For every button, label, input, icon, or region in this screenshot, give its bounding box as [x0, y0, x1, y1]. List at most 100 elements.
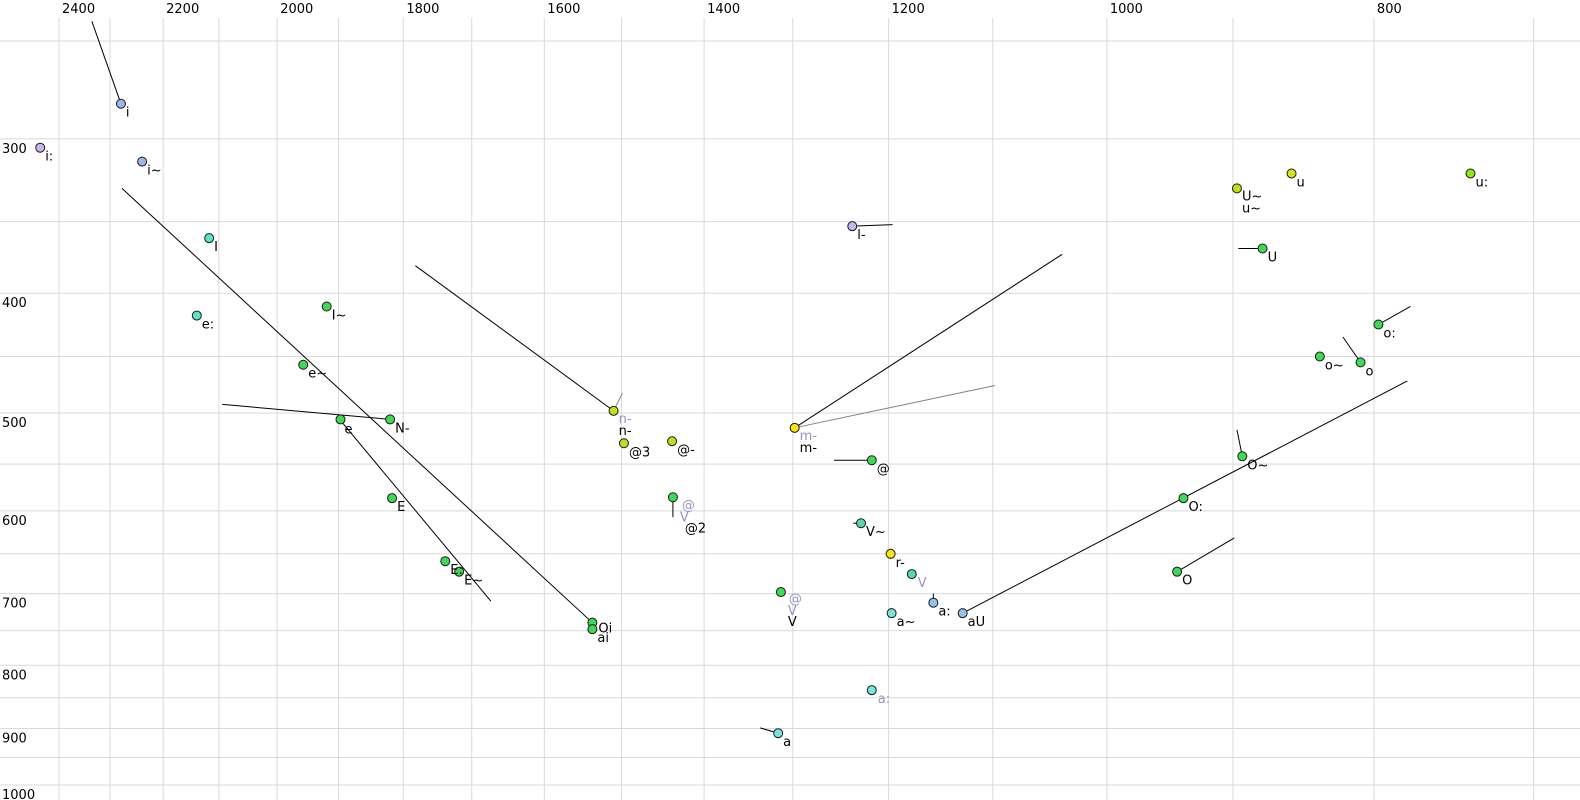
y-tick-900: 900 — [2, 731, 27, 746]
segment-n-line — [415, 265, 614, 412]
label-V: V — [918, 576, 927, 591]
label-@: @ — [682, 498, 695, 513]
point-@[interactable] — [866, 455, 877, 466]
x-tick-2400: 2400 — [62, 2, 95, 17]
x-tick-1600: 1600 — [547, 2, 580, 17]
label-O: O — [1182, 574, 1192, 589]
label-o~: o~ — [1325, 358, 1344, 373]
label-u:: u: — [1475, 175, 1488, 190]
label-V-2: V — [788, 615, 797, 630]
point-E[interactable] — [387, 493, 398, 504]
y-tick-500: 500 — [2, 416, 27, 431]
point-o[interactable] — [1355, 357, 1366, 368]
point-a:[interactable] — [866, 685, 877, 696]
y-tick-800: 800 — [2, 668, 27, 683]
segment-o-tail — [1342, 336, 1361, 363]
label-n--1: n- — [619, 424, 632, 439]
label-e:: e: — [202, 318, 214, 333]
point-V[interactable] — [906, 569, 917, 580]
point-u[interactable] — [1286, 168, 1297, 179]
x-tick-1400: 1400 — [707, 2, 740, 17]
y-tick-700: 700 — [2, 597, 27, 612]
point-r-[interactable] — [885, 548, 896, 559]
data-points — [35, 98, 1476, 739]
segment-e-line — [340, 420, 492, 602]
label-N-: N- — [395, 421, 410, 436]
x-tick-1800: 1800 — [406, 2, 439, 17]
point-a[interactable] — [773, 728, 784, 739]
label-@-: @- — [677, 443, 695, 458]
point-O[interactable] — [1172, 566, 1183, 577]
point-a~[interactable] — [886, 608, 897, 619]
point-V[interactable] — [775, 587, 786, 598]
label-V~: V~ — [866, 525, 886, 540]
point-@2[interactable] — [667, 492, 678, 503]
label-i:: i: — [45, 150, 53, 165]
point-O:[interactable] — [1178, 493, 1189, 504]
label-r-: r- — [896, 556, 906, 571]
label-u~-1: u~ — [1242, 201, 1261, 216]
label-@3: @3 — [629, 445, 650, 460]
point-i[interactable] — [115, 98, 126, 109]
trajectory-lines — [91, 21, 1411, 734]
label-i: i — [126, 106, 130, 121]
point-l-[interactable] — [847, 221, 858, 232]
x-tick-800: 800 — [1377, 2, 1402, 17]
label-m-: m- — [800, 429, 818, 444]
point-U[interactable] — [1257, 243, 1268, 254]
point-ai[interactable] — [587, 624, 598, 635]
label-O:: O: — [1188, 500, 1202, 515]
label-ai: ai — [597, 631, 609, 646]
label-E~: E~ — [464, 574, 483, 589]
x-tick-2200: 2200 — [166, 2, 199, 17]
label-I~: I~ — [332, 308, 347, 323]
x-tick-1000: 1000 — [1110, 2, 1143, 17]
label-a:: a: — [878, 692, 890, 707]
point-u:[interactable] — [1465, 168, 1476, 179]
label-I: I — [214, 240, 218, 255]
point-o:[interactable] — [1373, 319, 1384, 330]
point-I[interactable] — [204, 233, 215, 244]
point-@3[interactable] — [618, 438, 629, 449]
segment-N-tail — [222, 403, 391, 420]
point-n-[interactable] — [608, 405, 619, 416]
label-u: u — [1297, 175, 1305, 190]
point-O~[interactable] — [1237, 451, 1248, 462]
segment-l-tail — [852, 224, 893, 227]
point-V~[interactable] — [856, 518, 867, 529]
point-E:[interactable] — [440, 556, 451, 567]
label-U: U — [1268, 250, 1278, 265]
point-i:[interactable] — [35, 142, 46, 153]
x-tick-2000: 2000 — [280, 2, 313, 17]
label-Oi: Oi — [598, 622, 612, 637]
segment-i-to-Oi-line — [121, 187, 593, 624]
point-e:[interactable] — [191, 310, 202, 321]
segment-o:-tail — [1378, 306, 1411, 325]
label-O~: O~ — [1247, 458, 1268, 473]
point-i~[interactable] — [137, 156, 148, 167]
segment-i-tail — [91, 21, 122, 104]
point-o~[interactable] — [1314, 351, 1325, 362]
label-aU: aU — [968, 615, 985, 630]
label-@: @ — [877, 462, 890, 477]
y-tick-1000: 1000 — [2, 788, 35, 800]
label-a: a — [783, 735, 791, 750]
point-aU[interactable] — [957, 608, 968, 619]
point-a:[interactable] — [928, 597, 939, 608]
label-@: @ — [789, 592, 802, 607]
point-e~[interactable] — [298, 359, 309, 370]
label-i~: i~ — [147, 164, 162, 179]
label-o:: o: — [1383, 327, 1395, 342]
point-N-[interactable] — [385, 414, 396, 425]
point-U~[interactable] — [1231, 183, 1242, 194]
y-tick-300: 300 — [2, 142, 27, 157]
y-tick-600: 600 — [2, 514, 27, 529]
point-I~[interactable] — [321, 301, 332, 312]
point-e[interactable] — [335, 414, 346, 425]
point-m-[interactable] — [789, 422, 800, 433]
label-V-1: V — [788, 604, 797, 619]
point-E~[interactable] — [454, 566, 465, 577]
label-E:: E: — [450, 563, 463, 578]
segment-m-line — [794, 253, 1063, 429]
point-@-[interactable] — [667, 436, 678, 447]
